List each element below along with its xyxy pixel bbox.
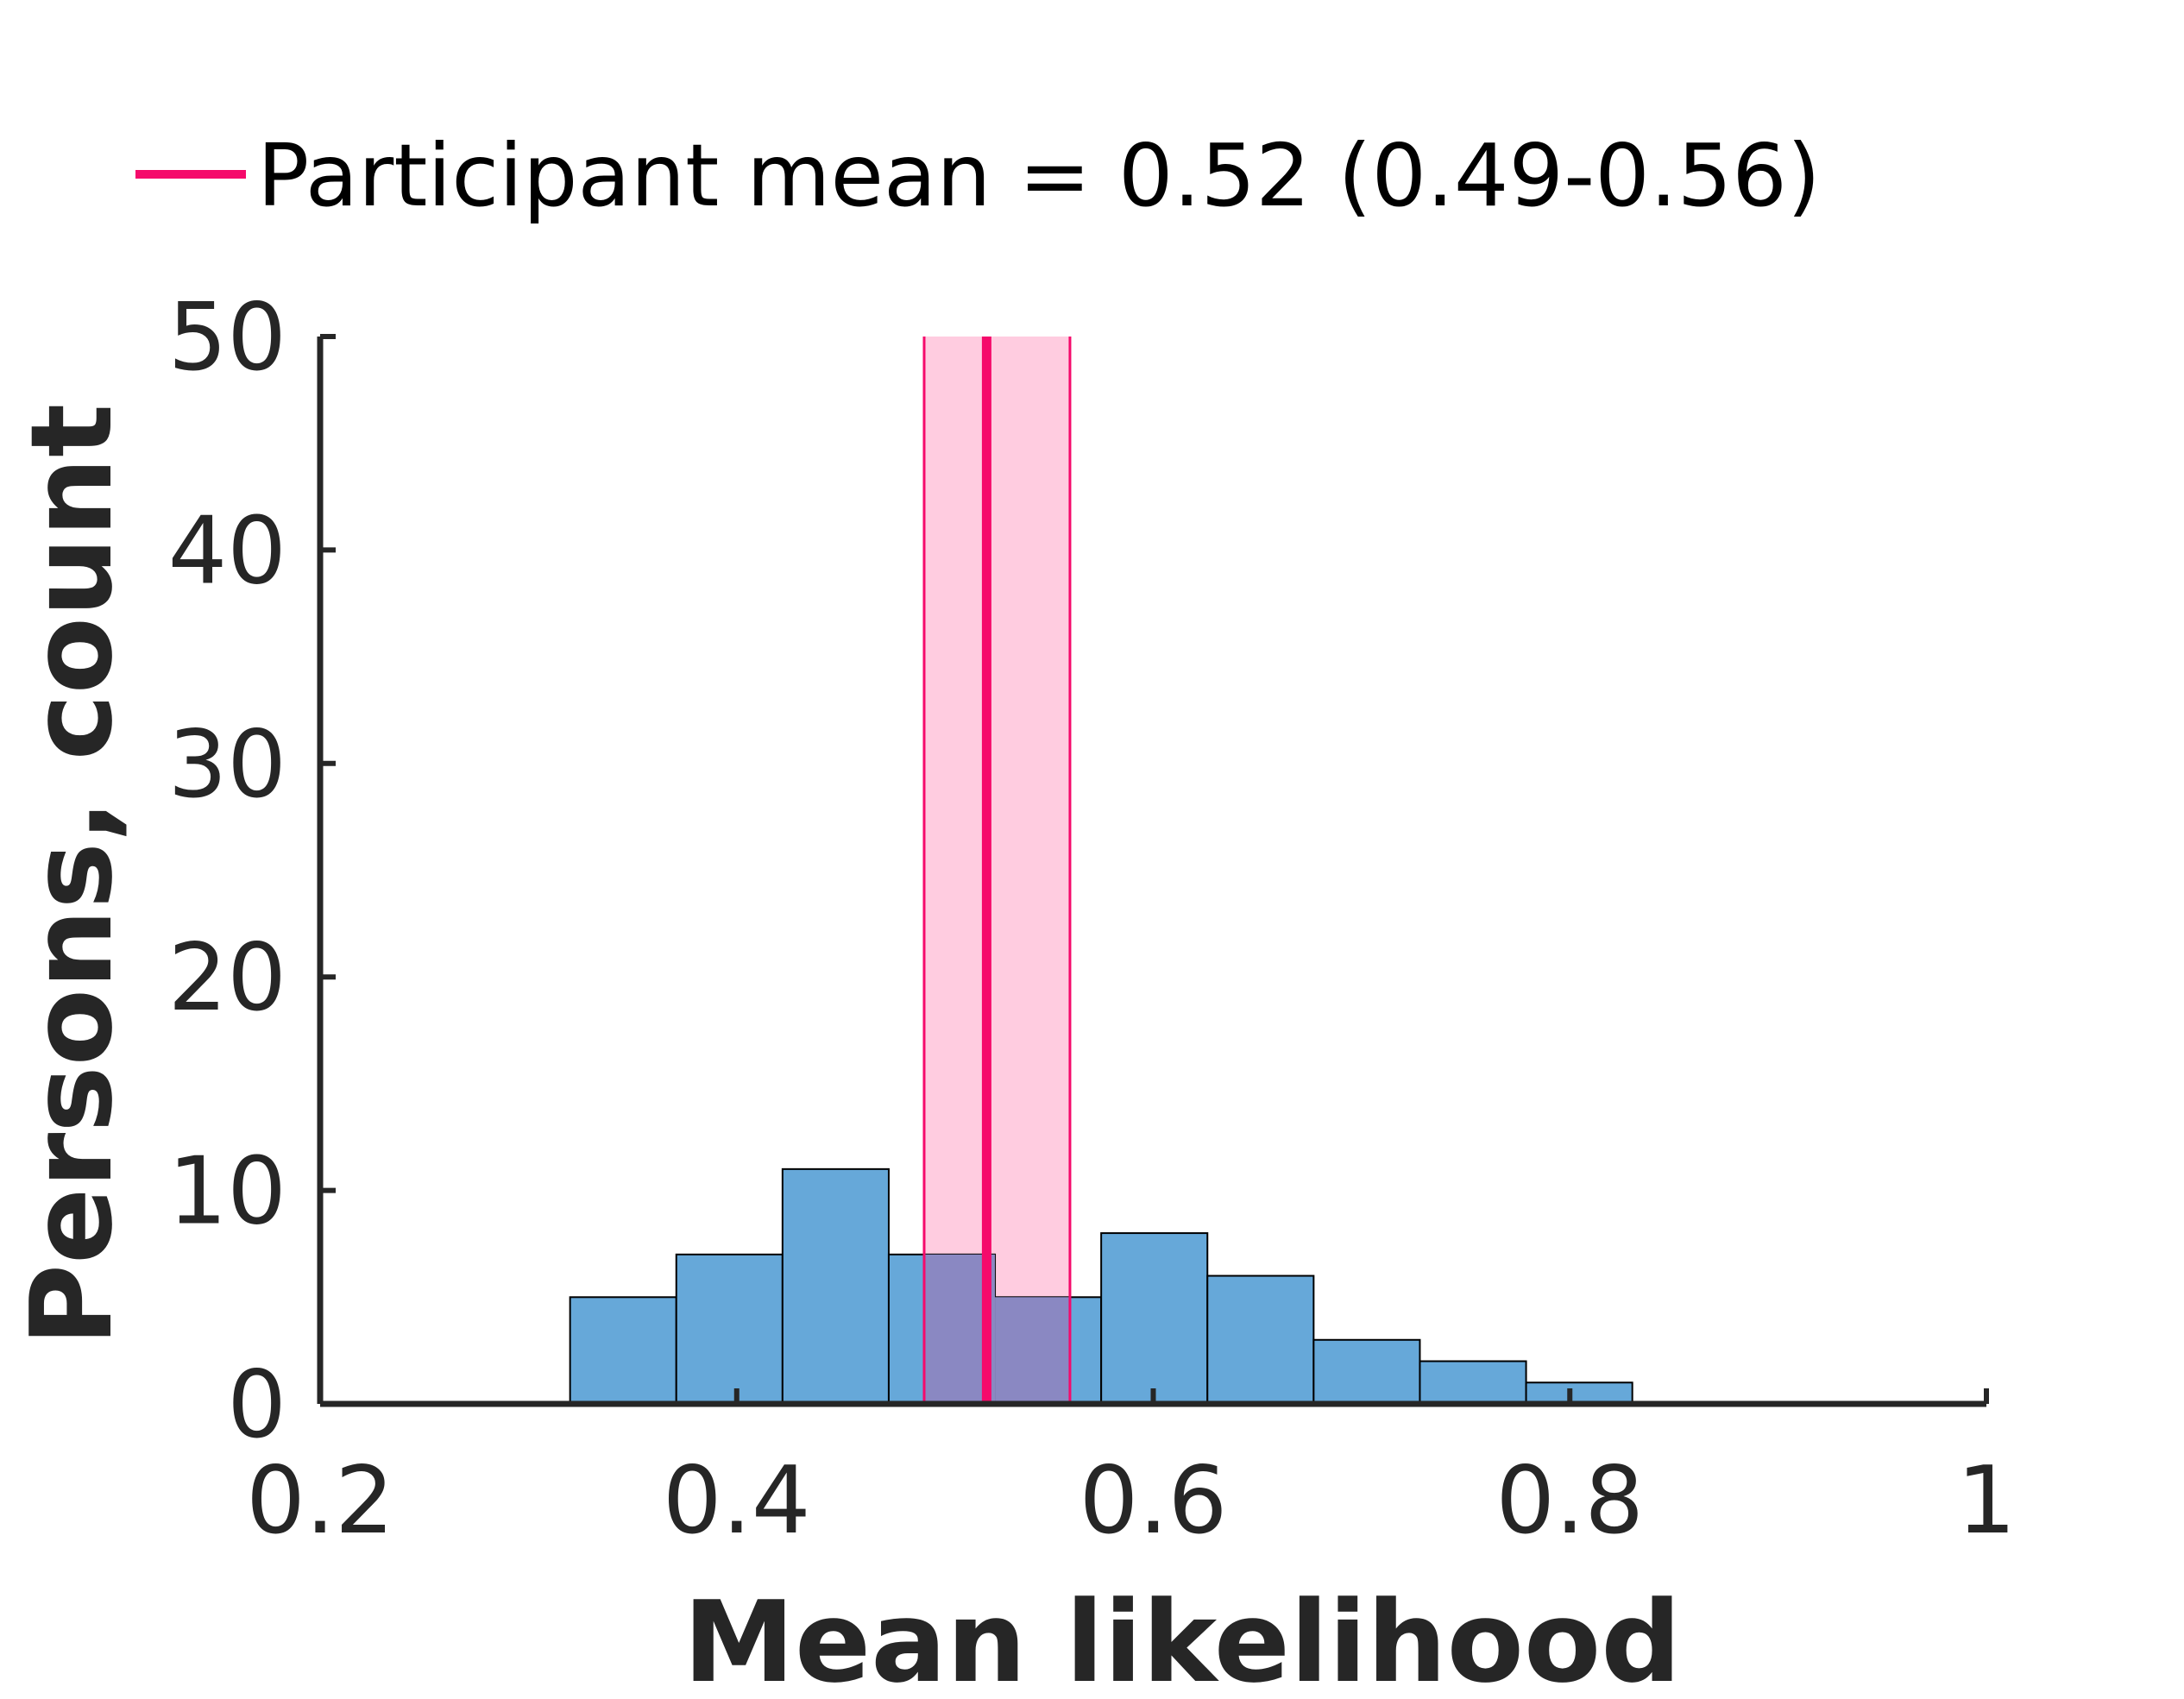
x-tick-label: 0.4 (663, 1447, 811, 1555)
legend-label: Participant mean = 0.52 (0.49-0.56) (257, 125, 1821, 226)
x-tick-label: 0.6 (1079, 1447, 1228, 1555)
y-tick-label: 0 (227, 1351, 286, 1459)
histogram-bar (781, 1167, 890, 1405)
x-tick-label: 0.2 (246, 1447, 394, 1555)
x-tick-label: 1 (1957, 1447, 2017, 1555)
axes (317, 334, 1989, 1407)
histogram-bar (1100, 1232, 1209, 1405)
y-tick-label: 10 (168, 1138, 286, 1246)
y-tick-label: 50 (168, 284, 286, 392)
y-tick-label: 40 (168, 497, 286, 605)
y-tick-label: 30 (168, 711, 286, 819)
band-bar-overlap (995, 1297, 1070, 1404)
histogram-bar (1206, 1274, 1315, 1406)
histogram-bar (675, 1253, 784, 1405)
reference-lines (922, 337, 1072, 1404)
confidence-band-layer (923, 337, 1070, 1404)
y-axis-label: Persons, count (6, 404, 137, 1346)
confidence-band (923, 337, 1070, 1404)
tick-labels: 0 10 20 30 40 50 0.2 0.4 0.6 0.8 1 (168, 284, 2017, 1555)
x-axis-label: Mean likelihood (683, 1576, 1682, 1699)
histogram-bar (1525, 1381, 1633, 1406)
x-tick-label: 0.8 (1495, 1447, 1644, 1555)
histogram-bars (569, 1167, 1633, 1406)
histogram-bar (1312, 1338, 1421, 1406)
histogram-bar (1419, 1360, 1527, 1406)
y-tick-label: 20 (168, 924, 286, 1032)
legend: Participant mean = 0.52 (0.49-0.56) (135, 125, 1821, 226)
histogram-bar (569, 1296, 677, 1406)
